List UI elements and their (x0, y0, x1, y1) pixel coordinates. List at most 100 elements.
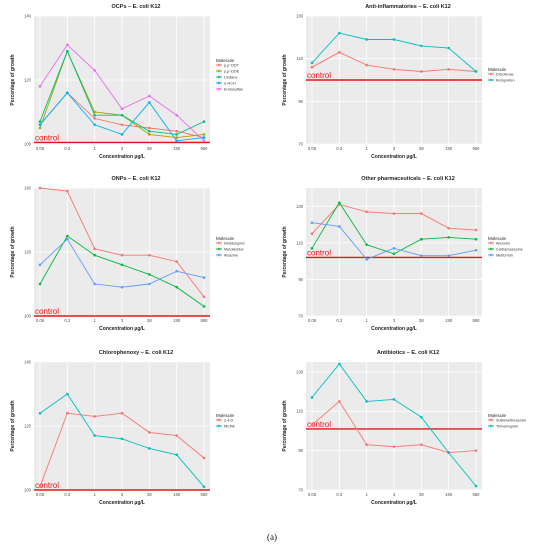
data-point (474, 449, 478, 452)
data-point (474, 484, 478, 488)
x-tick-label: 0.06 (308, 492, 317, 497)
data-point (66, 49, 69, 53)
legend-label: Lindane (224, 76, 238, 80)
x-tick-label: 0.06 (36, 318, 45, 323)
legend-key-point (217, 253, 221, 257)
data-point (66, 91, 69, 95)
data-point (420, 44, 423, 48)
data-point (474, 70, 478, 73)
data-point (338, 201, 341, 204)
data-point (148, 447, 151, 450)
chart-title: Chlorophenoxy – E. coli K12 (98, 350, 174, 356)
data-point (93, 434, 96, 437)
x-tick-label: 3 (121, 146, 124, 151)
y-tick-label: 100 (24, 314, 32, 319)
x-tick-label: 190 (173, 146, 181, 151)
data-point (38, 485, 42, 489)
x-tick-label: 1 (365, 146, 368, 151)
data-point (66, 43, 69, 47)
y-axis-label: Percentage of growth (10, 226, 16, 277)
data-point (148, 126, 151, 130)
data-point (310, 61, 314, 65)
data-point (38, 85, 42, 88)
data-point (392, 68, 396, 71)
x-tick-label: 190 (445, 146, 453, 151)
control-label: control (307, 248, 331, 257)
legend-title: Molecule (488, 236, 507, 241)
chlorophenoxy-chart: 100 120 140 0.06 0.3 1 3 38 190 950 Concentration … (10, 360, 235, 507)
y-tick-label: 110 (296, 240, 303, 245)
legend-label: Sulfamethoxazole (496, 419, 526, 423)
x-tick-label: 38 (419, 146, 424, 151)
anti-inflammatories-chart: 70 90 110 130 0.06 0.3 1 3 38 190 950 Concentration… (282, 14, 515, 161)
data-point (202, 139, 206, 143)
y-axis-label: Percentage of growth (282, 400, 288, 451)
legend-key-point (489, 253, 493, 257)
data-point (392, 398, 396, 401)
legend-key-point (489, 241, 493, 245)
x-tick-label: 3 (393, 146, 396, 151)
x-axis-label: Concentration µg/L (99, 154, 145, 160)
chlorophenoxy-chart-panel: Chlorophenoxy – E. coli K12 100 120 140 0.0… (4, 350, 268, 510)
x-axis-label: Concentration µg/L (371, 500, 417, 506)
data-point (175, 285, 178, 289)
x-tick-label: 0.06 (36, 492, 45, 497)
data-point (420, 254, 423, 257)
ocps-chart-panel: OCPs – E. coli K12 100 120 140 0.06 0.3 1 3 38 1… (4, 4, 268, 164)
data-point (120, 133, 124, 136)
x-tick-label: 950 (473, 146, 481, 151)
other-pharmaceuticals-chart: 70 90 110 130 0.06 0.3 1 3 38 190 950 Concentration… (282, 188, 523, 332)
data-point (310, 65, 314, 69)
data-point (365, 63, 368, 67)
y-tick-label: 100 (24, 142, 32, 147)
legend-label: Metformin (496, 254, 513, 258)
data-point (66, 411, 69, 415)
x-tick-label: 950 (473, 318, 481, 323)
control-label: control (307, 71, 331, 80)
chart-title: Antibiotics – E. coli K12 (376, 350, 440, 356)
data-point (447, 226, 450, 230)
data-point (38, 282, 42, 286)
x-tick-label: 0.06 (308, 318, 317, 323)
y-tick-label: 100 (24, 488, 32, 493)
control-label: control (35, 133, 59, 142)
data-point (38, 120, 42, 123)
control-label: control (35, 307, 59, 316)
data-point (175, 139, 178, 143)
legend-title: Molecule (488, 67, 507, 72)
data-point (38, 263, 42, 267)
x-tick-label: 950 (201, 146, 209, 151)
legend-key-point (489, 247, 493, 251)
y-tick-label: 140 (24, 360, 32, 365)
legend-title: Molecule (488, 413, 507, 418)
data-point (148, 101, 151, 104)
figure-caption: (a) (267, 532, 277, 542)
data-point (420, 212, 423, 215)
data-point (202, 456, 206, 460)
y-axis-label: Percentage of growth (282, 54, 288, 105)
data-point (392, 212, 396, 215)
data-point (93, 247, 96, 251)
data-point (93, 117, 96, 120)
data-point (120, 437, 124, 441)
x-tick-label: 190 (445, 492, 453, 497)
legend-label: MCPA (224, 425, 235, 429)
legend-key-point (217, 63, 221, 67)
x-tick-label: 38 (147, 492, 152, 497)
data-point (365, 258, 368, 261)
data-point (175, 260, 178, 263)
x-tick-label: 3 (121, 318, 124, 323)
anti-inflammatories-chart-panel: Anti-inflammatories – E. coli K12 70 90 11… (276, 4, 540, 164)
data-point (38, 411, 42, 415)
data-point (392, 252, 396, 256)
legend-label: Trimethoprim (496, 425, 518, 429)
y-tick-label: 120 (24, 424, 32, 429)
data-point (310, 221, 314, 225)
y-tick-label: 130 (296, 204, 304, 209)
y-tick-label: 90 (298, 99, 303, 104)
legend-title: Molecule (216, 58, 235, 63)
data-point (420, 237, 423, 241)
x-tick-label: 950 (201, 492, 209, 497)
legend-label: p,p'-DDE (224, 70, 240, 74)
y-tick-label: 90 (298, 277, 303, 282)
